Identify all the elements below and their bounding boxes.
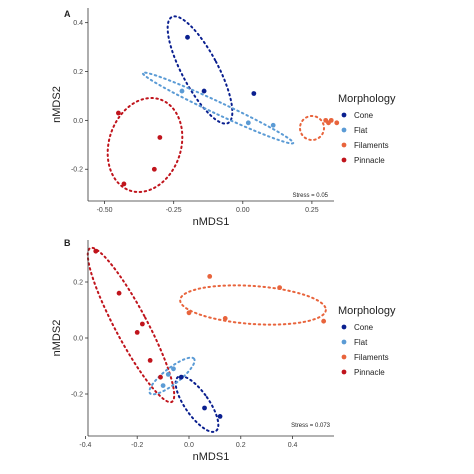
y-tick-label: 0.0 [73,336,83,343]
x-axis-label: nMDS1 [193,451,230,463]
legend-swatch-pinnacle [341,369,347,375]
legend-label-filaments: Filaments [354,141,389,150]
point-pinnacle [93,248,99,254]
y-axis-label: nMDS2 [51,86,63,123]
point-pinnacle [158,374,163,380]
panel-label-b: B [64,238,71,248]
point-filaments [186,310,192,316]
point-pinnacle [116,110,121,116]
panel-a-plot: -0.50 -0.25 0.00 0.25 -0.2 0.0 0.2 0.4 nMDS1 nMDS… [51,8,340,228]
point-filaments [222,316,228,321]
point-pinnacle [134,330,140,335]
x-tick-label: 0.2 [236,442,246,449]
y-tick-label: 0.2 [73,69,83,76]
legend-swatch-flat [341,339,347,345]
y-axis-label: nMDS2 [51,320,63,357]
x-tick-label: -0.4 [79,442,91,449]
y-tick-label: 0.4 [73,20,83,27]
filaments-ellipse-a [299,115,325,141]
legend-title: Morphology [338,93,396,105]
point-pinnacle [147,358,153,363]
legend-swatch-flat [341,127,347,133]
annotation-b: Stress = 0.073 [291,423,331,429]
legend-label-cone: Cone [354,111,374,120]
point-cone [178,374,184,380]
y-tick-label: 0.0 [73,118,83,125]
y-tick-label: 0.2 [73,280,83,287]
legend-label-filaments: Filaments [354,353,389,362]
point-pinnacle [121,181,127,187]
annotation-a: Stress = 0.05 [292,193,328,199]
pinnacle-ellipse-b [86,246,176,404]
panel-b-ellipses [86,246,327,433]
y-tick-label: -0.2 [71,392,83,399]
x-tick-label: -0.25 [166,207,182,214]
legend-swatch-cone [341,324,347,330]
legend-label-flat: Flat [354,338,368,347]
point-filaments [321,318,327,324]
x-tick-label: 0.4 [288,442,298,449]
point-filaments [328,117,334,123]
legend-title: Morphology [338,305,396,317]
legend-swatch-pinnacle [341,157,347,163]
point-filaments [207,274,213,279]
point-pinnacle [116,290,122,296]
point-flat [270,122,276,128]
point-pinnacle [139,321,145,327]
filaments-ellipse-b [179,284,327,326]
y-tick-label: -0.2 [71,167,83,174]
pinnacle-ellipse-a [106,97,184,193]
point-cone [185,34,190,40]
point-flat [171,366,176,372]
point-filaments [277,285,283,290]
x-axis-label: nMDS1 [193,216,230,228]
point-flat [245,120,251,126]
point-cone [202,405,207,411]
legend-label-pinnacle: Pinnacle [354,368,385,377]
point-pinnacle [157,135,163,140]
legend-label-flat: Flat [354,126,368,135]
legend-label-cone: Cone [354,323,374,332]
flat-ellipse-a [141,71,295,145]
point-cone [217,414,223,419]
cone-ellipse-b [174,375,220,433]
legend-swatch-filaments [341,354,347,360]
legend-b: Morphology Cone Flat Filaments Pinnacle [338,305,396,377]
panel-b-plot: -0.4 -0.2 0.0 0.2 0.4 -0.2 0.0 0.2 nMDS1 nMDS2 [51,240,334,463]
point-cone [201,88,207,94]
point-cone [251,91,257,96]
x-tick-label: -0.50 [97,207,113,214]
point-filaments [334,120,340,126]
x-tick-label: 0.0 [184,442,194,449]
panel-a-ellipses [106,15,325,193]
x-tick-label: -0.2 [131,442,143,449]
x-tick-label: 0.25 [305,207,319,214]
point-pinnacle [151,166,157,172]
point-flat [165,372,171,377]
legend-swatch-filaments [341,142,347,148]
flat-ellipse-b [148,356,196,396]
legend-label-pinnacle: Pinnacle [354,156,385,165]
point-flat [179,88,185,94]
panel-label-a: A [64,9,71,19]
legend-swatch-cone [341,112,347,118]
point-flat [160,383,166,388]
x-tick-label: 0.00 [236,207,250,214]
cone-ellipse-a [166,15,234,125]
legend-a: Morphology Cone Flat Filaments Pinnacle [338,93,396,165]
